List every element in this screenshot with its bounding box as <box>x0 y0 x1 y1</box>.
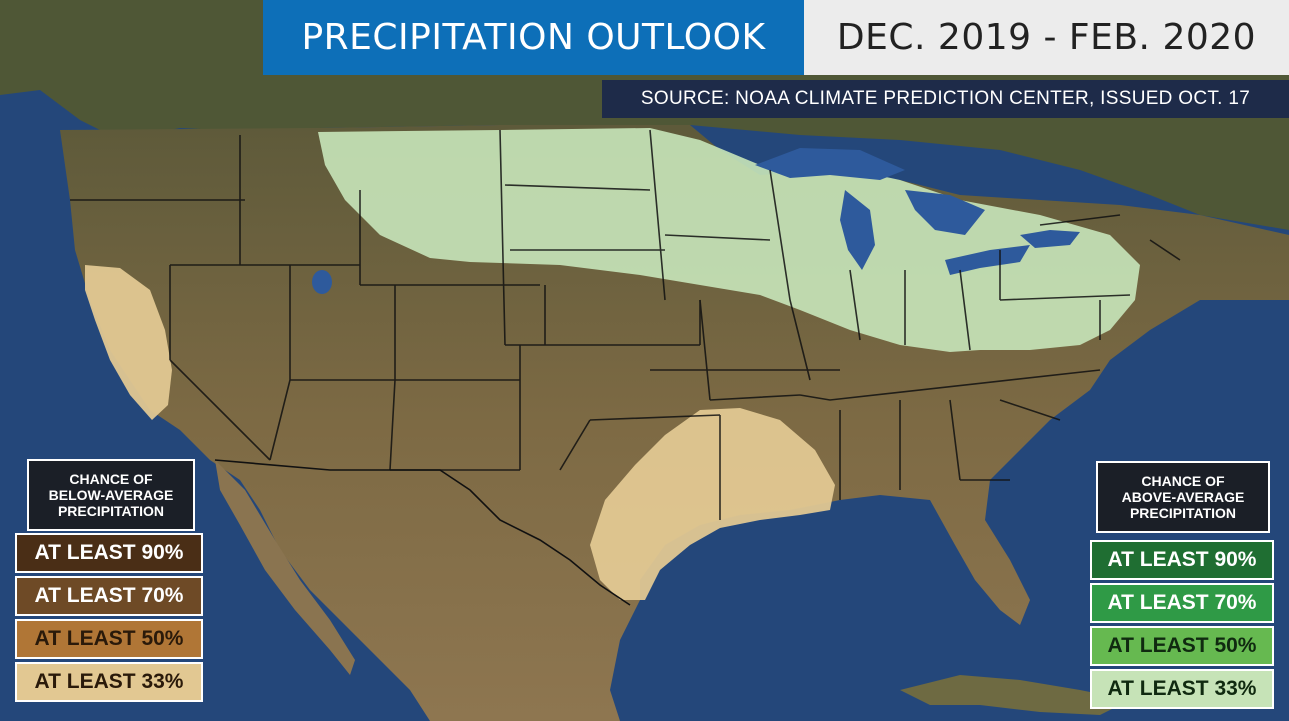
page-title: PRECIPITATION OUTLOOK <box>263 0 804 75</box>
legend-above-row-90: AT LEAST 90% <box>1090 540 1274 580</box>
legend-below-row-33: AT LEAST 33% <box>15 662 203 702</box>
date-range-label: DEC. 2019 - FEB. 2020 <box>804 0 1289 75</box>
legend-below-heading-line: CHANCE OF <box>69 471 153 487</box>
caribbean-islands <box>900 675 1130 715</box>
legend-below-row-90: AT LEAST 90% <box>15 533 203 573</box>
great-lakes <box>755 148 1080 275</box>
legend-above-row-33: AT LEAST 33% <box>1090 669 1274 709</box>
above-average-region <box>318 128 1140 352</box>
legend-above-row-70: AT LEAST 70% <box>1090 583 1274 623</box>
legend-below-heading-line: PRECIPITATION <box>57 503 165 519</box>
baja-peninsula <box>215 460 355 675</box>
below-average-west-region <box>85 265 172 420</box>
legend-above-row-50: AT LEAST 50% <box>1090 626 1274 666</box>
great-salt-lake <box>312 270 332 294</box>
source-caption: SOURCE: NOAA CLIMATE PREDICTION CENTER, … <box>602 80 1289 118</box>
below-average-gulf-region <box>590 408 835 600</box>
legend-above-heading-line: PRECIPITATION <box>1129 505 1237 521</box>
us-mexico-border <box>214 459 631 606</box>
legend-below-row-70: AT LEAST 70% <box>15 576 203 616</box>
legend-above-heading-line: ABOVE-AVERAGE <box>1121 489 1245 505</box>
legend-above-heading-line: CHANCE OF <box>1141 473 1225 489</box>
legend-above-heading: CHANCE OF ABOVE-AVERAGE PRECIPITATION <box>1098 463 1268 531</box>
legend-below-rows: AT LEAST 90% AT LEAST 70% AT LEAST 50% A… <box>15 533 203 705</box>
state-borders <box>70 129 1181 520</box>
legend-below-row-50: AT LEAST 50% <box>15 619 203 659</box>
legend-below-heading-line: BELOW-AVERAGE <box>48 487 174 503</box>
legend-above-rows: AT LEAST 90% AT LEAST 70% AT LEAST 50% A… <box>1090 540 1274 712</box>
legend-below-heading: CHANCE OF BELOW-AVERAGE PRECIPITATION <box>29 461 193 529</box>
